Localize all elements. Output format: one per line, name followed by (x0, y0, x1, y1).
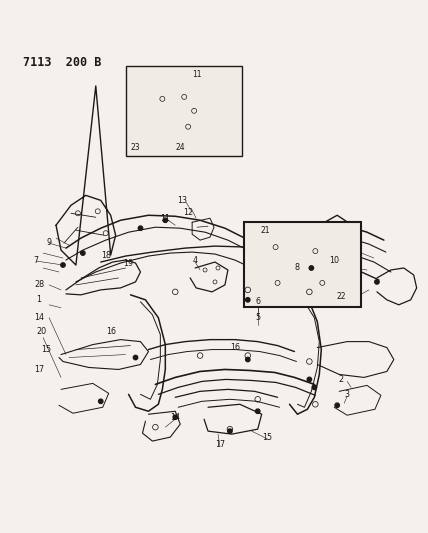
Text: 12: 12 (183, 208, 193, 217)
Circle shape (375, 280, 379, 284)
Text: 20: 20 (36, 327, 46, 336)
Text: 16: 16 (230, 343, 240, 352)
Circle shape (307, 377, 312, 382)
Circle shape (256, 409, 260, 414)
Text: 11: 11 (160, 214, 170, 223)
Text: 17: 17 (215, 440, 225, 449)
Text: 6: 6 (255, 297, 260, 306)
Circle shape (134, 356, 138, 360)
Text: 4: 4 (193, 255, 198, 264)
Text: 24: 24 (175, 143, 185, 152)
Text: 7113  200 B: 7113 200 B (23, 56, 101, 69)
Circle shape (335, 403, 339, 407)
Text: 5: 5 (255, 313, 260, 322)
Text: 1: 1 (37, 295, 42, 304)
Text: 18: 18 (101, 251, 111, 260)
Text: 19: 19 (124, 259, 134, 268)
Text: 7: 7 (34, 255, 39, 264)
Text: 3: 3 (345, 390, 350, 399)
Circle shape (173, 415, 178, 419)
Text: 22: 22 (336, 292, 346, 301)
Text: 14: 14 (34, 313, 44, 322)
Circle shape (312, 385, 317, 390)
Circle shape (98, 399, 103, 403)
Text: 15: 15 (263, 433, 273, 442)
Bar (244, 222, 361, 307)
Circle shape (246, 297, 250, 302)
Circle shape (163, 218, 167, 222)
Text: 10: 10 (329, 255, 339, 264)
Text: 11: 11 (192, 69, 202, 78)
Circle shape (80, 251, 85, 255)
Text: 16: 16 (106, 327, 116, 336)
Text: 17: 17 (34, 365, 44, 374)
Circle shape (309, 266, 314, 270)
Bar (125, 66, 242, 156)
Circle shape (228, 429, 232, 433)
Text: 8: 8 (295, 263, 300, 272)
Text: 28: 28 (34, 280, 44, 289)
Text: 2: 2 (339, 375, 344, 384)
Text: 15: 15 (41, 345, 51, 354)
Text: 14: 14 (170, 413, 180, 422)
Text: 9: 9 (47, 238, 52, 247)
Circle shape (61, 263, 65, 267)
Circle shape (246, 357, 250, 362)
Circle shape (138, 226, 143, 230)
Text: 23: 23 (131, 143, 140, 152)
Text: 13: 13 (177, 196, 187, 205)
Text: 21: 21 (261, 225, 270, 235)
